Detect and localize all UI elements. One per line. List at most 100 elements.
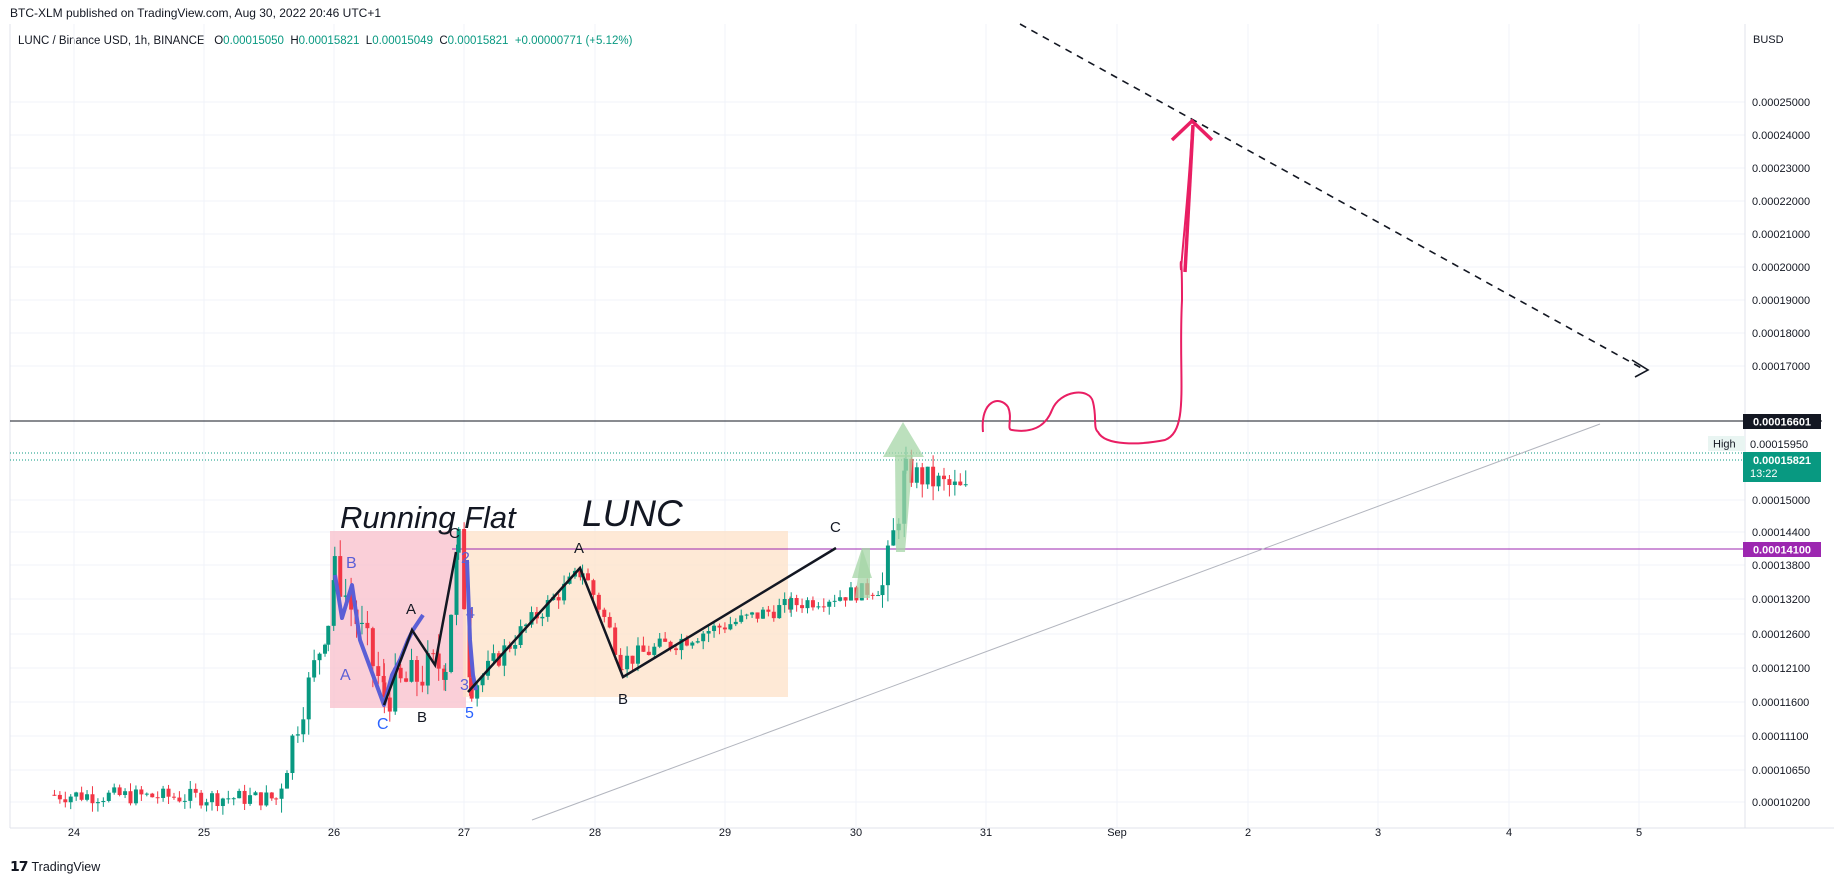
tradingview-logo[interactable]: 𝟭𝟳 TradingView bbox=[10, 858, 100, 875]
candle-body bbox=[182, 800, 187, 802]
candle-body bbox=[370, 628, 375, 667]
candle-body bbox=[382, 682, 387, 698]
candle-body bbox=[652, 646, 657, 655]
lunc-range-box bbox=[463, 531, 788, 697]
symbol-name[interactable]: LUNC / Binance USD, 1h, BINANCE bbox=[18, 35, 205, 47]
candle-body bbox=[112, 787, 117, 793]
big-green-arrow-shaft bbox=[895, 455, 913, 552]
candle-body bbox=[312, 660, 317, 678]
candle-body bbox=[876, 595, 881, 597]
projected-path-arrowhead bbox=[1170, 118, 1214, 142]
candle-body bbox=[258, 792, 263, 806]
dashed-trendline-arrowhead bbox=[1631, 359, 1650, 378]
candle-body bbox=[684, 638, 689, 646]
candle-body bbox=[349, 595, 354, 610]
y-tick-label: 0.00017000 bbox=[1752, 361, 1810, 373]
candle-body bbox=[359, 622, 364, 624]
candle-body bbox=[679, 638, 684, 651]
wave-label-blue-2: 2 bbox=[461, 550, 470, 567]
candle-body bbox=[619, 669, 624, 671]
close-label: C bbox=[439, 35, 448, 47]
y-tick-label: 0.00015000 bbox=[1752, 495, 1810, 507]
candle-body bbox=[646, 651, 651, 655]
candle-body bbox=[920, 467, 925, 485]
x-tick-label: 2 bbox=[1245, 827, 1251, 839]
candle-body bbox=[832, 600, 837, 602]
candle-body bbox=[941, 475, 946, 480]
candle-body bbox=[800, 605, 805, 609]
candle-body bbox=[269, 792, 274, 799]
candle-body bbox=[323, 644, 328, 654]
candle-body bbox=[591, 580, 596, 595]
symbol-ohlc-bar: LUNC / Binance USD, 1h, BINANCE O0.00015… bbox=[18, 35, 632, 47]
running-flat-text: Running Flat bbox=[340, 500, 517, 535]
time-axis[interactable]: 24 25 26 27 28 29 30 31 Sep 2 3 4 5 bbox=[68, 827, 1642, 839]
candle-body bbox=[810, 600, 815, 608]
candle-body bbox=[332, 556, 337, 581]
y-tick-label: 0.00012600 bbox=[1752, 629, 1810, 641]
price-axis[interactable]: 0.00025000 0.00024000 0.00023000 0.00022000… bbox=[1752, 97, 1810, 809]
candle-body bbox=[242, 790, 247, 804]
y-tick-label: 0.00021000 bbox=[1752, 229, 1810, 241]
candle-body bbox=[456, 528, 461, 553]
y-tick-label: 0.00011100 bbox=[1752, 731, 1808, 743]
candle-body bbox=[226, 798, 231, 800]
candle-body bbox=[274, 798, 279, 800]
candle-body bbox=[284, 773, 289, 789]
candle-body bbox=[641, 645, 646, 652]
candle-body bbox=[101, 800, 106, 803]
wave-label-black-b1: B bbox=[417, 709, 427, 726]
candle-body bbox=[706, 631, 711, 634]
y-tick-label: 0.00010650 bbox=[1752, 765, 1810, 777]
candle-body bbox=[199, 792, 204, 806]
candle-body bbox=[63, 799, 68, 803]
y-tick-label: 0.00011600 bbox=[1752, 697, 1809, 709]
candle-body bbox=[133, 789, 138, 804]
candle-body bbox=[306, 677, 311, 720]
low-label: L bbox=[365, 35, 373, 47]
x-tick-label: 4 bbox=[1506, 827, 1512, 839]
candle-body bbox=[117, 787, 122, 796]
candle-body bbox=[947, 479, 952, 485]
candle-body bbox=[443, 671, 448, 680]
candle-body bbox=[701, 633, 706, 642]
candle-body bbox=[52, 794, 57, 796]
candle-body bbox=[139, 789, 144, 795]
close-value: 0.00015821 bbox=[447, 35, 509, 47]
open-value: 0.00015050 bbox=[223, 35, 284, 47]
falling-dashed-trendline bbox=[1019, 23, 1646, 371]
candle-body bbox=[279, 788, 284, 799]
candle-body bbox=[475, 685, 480, 699]
candle-body bbox=[301, 719, 306, 735]
candle-body bbox=[425, 653, 430, 686]
y-tick-label: 0.00013800 bbox=[1752, 560, 1810, 572]
candle-body bbox=[454, 552, 459, 615]
candle-body bbox=[491, 653, 496, 661]
candle-body bbox=[462, 528, 467, 610]
candle-body bbox=[607, 616, 612, 628]
x-tick-label: 28 bbox=[589, 827, 601, 839]
candle-body bbox=[925, 466, 930, 485]
candle-body bbox=[602, 609, 607, 617]
candle-body bbox=[326, 625, 331, 645]
candle-body bbox=[480, 675, 485, 686]
candle-body bbox=[750, 612, 755, 615]
y-tick-label: 0.00025000 bbox=[1752, 97, 1810, 109]
candle-body bbox=[220, 798, 225, 807]
candle-body bbox=[161, 788, 166, 798]
resistance-price-text: 0.00016601 bbox=[1753, 417, 1811, 429]
y-tick-label: 0.00023000 bbox=[1752, 163, 1810, 175]
candle-body bbox=[295, 734, 300, 736]
projected-path-upper bbox=[1183, 124, 1195, 273]
last-price-text: 0.00015821 bbox=[1753, 455, 1811, 467]
candle-body bbox=[150, 793, 155, 798]
candle-body bbox=[264, 792, 269, 806]
candle-body bbox=[529, 612, 534, 625]
candle-body bbox=[398, 667, 403, 679]
candle-body bbox=[193, 788, 198, 793]
candle-body bbox=[106, 792, 111, 801]
change-value: +0.00000771 (+5.12%) bbox=[514, 35, 633, 47]
currency-label[interactable]: BUSD bbox=[1753, 34, 1784, 46]
y-tick-label: 0.00012100 bbox=[1752, 663, 1810, 675]
